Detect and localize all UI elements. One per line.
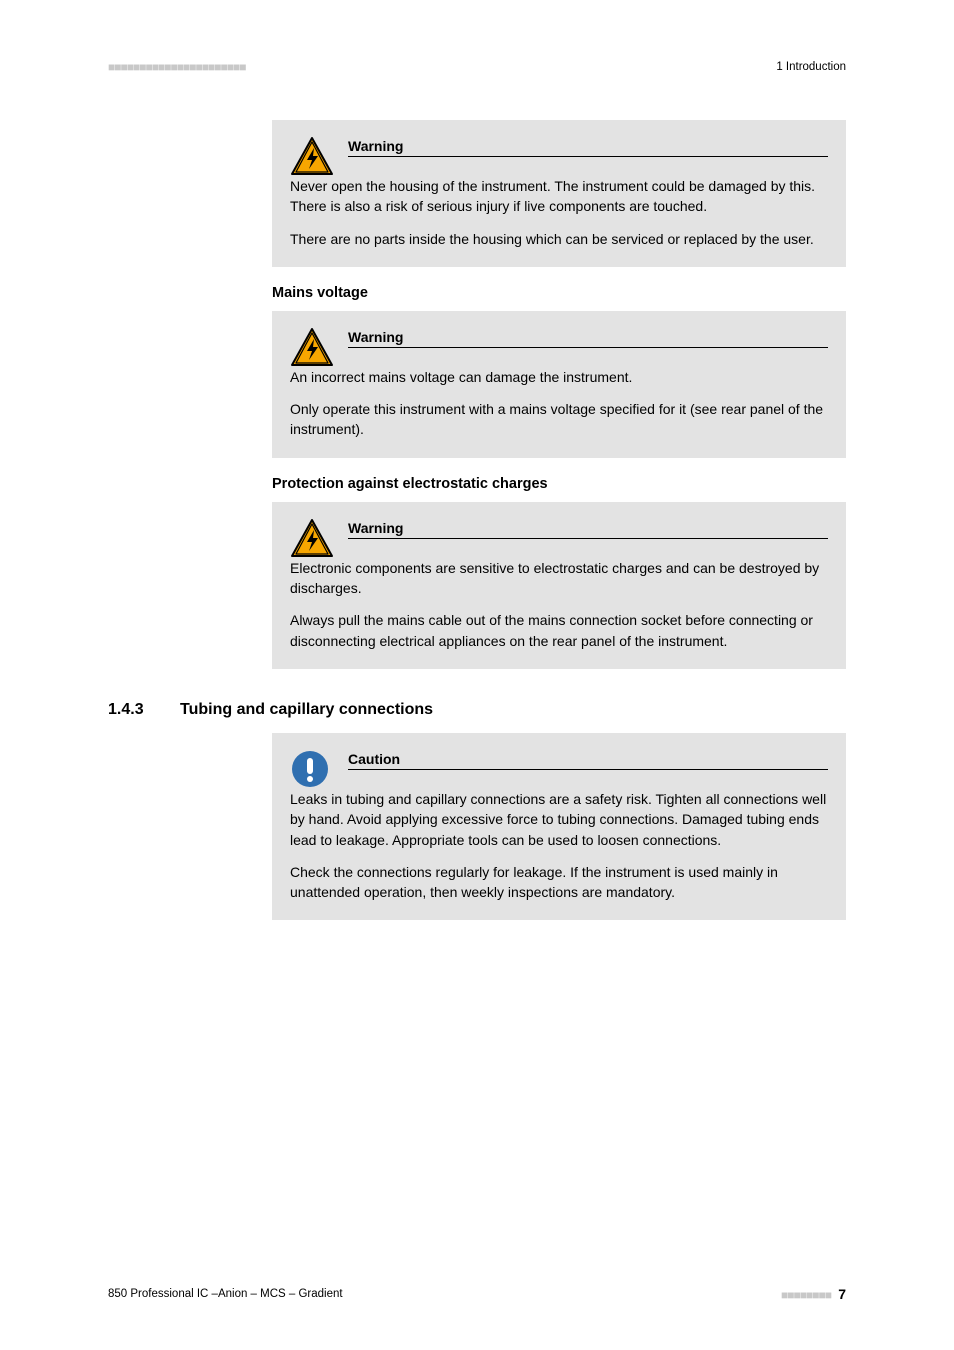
caution-text: Check the connections regularly for leak…: [290, 862, 828, 903]
warning-electrical-icon: [290, 136, 348, 176]
footer-right: ■■■■■■■■ 7: [781, 1286, 846, 1302]
warning-text: Never open the housing of the instrument…: [290, 176, 828, 217]
warning-head: Warning: [290, 136, 828, 176]
subheading-electrostatic: Protection against electrostatic charges: [272, 476, 846, 492]
section-number: 1.4.3: [108, 701, 180, 719]
warning-text: There are no parts inside the housing wh…: [290, 229, 828, 249]
warning-title: Warning: [348, 138, 828, 157]
warning-electrical-icon: [290, 518, 348, 558]
page: ■■■■■■■■■■■■■■■■■■■■■■ 1 Introduction Wa…: [0, 0, 954, 1350]
warning-box-mains: Warning An incorrect mains voltage can d…: [272, 311, 846, 458]
warning-text: An incorrect mains voltage can damage th…: [290, 367, 828, 387]
footer-page-number: 7: [838, 1286, 846, 1302]
warning-box-electrostatic: Warning Electronic components are sensit…: [272, 502, 846, 669]
caution-head: Caution: [290, 749, 828, 789]
subheading-mains-voltage: Mains voltage: [272, 285, 846, 301]
section-title: Tubing and capillary connections: [180, 701, 433, 719]
warning-head: Warning: [290, 327, 828, 367]
footer-dash-decor: ■■■■■■■■: [781, 1288, 831, 1302]
page-footer: 850 Professional IC –Anion – MCS – Gradi…: [108, 1286, 846, 1302]
warning-text: Always pull the mains cable out of the m…: [290, 610, 828, 651]
header-dash-decor: ■■■■■■■■■■■■■■■■■■■■■■: [108, 60, 245, 74]
caution-title: Caution: [348, 751, 828, 770]
caution-box-tubing: Caution Leaks in tubing and capillary co…: [272, 733, 846, 920]
warning-title: Warning: [348, 329, 828, 348]
section-heading: 1.4.3 Tubing and capillary connections: [108, 701, 846, 719]
caution-text: Leaks in tubing and capillary connection…: [290, 789, 828, 850]
page-header: ■■■■■■■■■■■■■■■■■■■■■■ 1 Introduction: [108, 60, 846, 74]
header-chapter: 1 Introduction: [776, 61, 846, 73]
footer-product: 850 Professional IC –Anion – MCS – Gradi…: [108, 1288, 343, 1300]
warning-text: Only operate this instrument with a main…: [290, 399, 828, 440]
warning-title: Warning: [348, 520, 828, 539]
caution-icon: [290, 749, 348, 789]
warning-box-housing: Warning Never open the housing of the in…: [272, 120, 846, 267]
warning-electrical-icon: [290, 327, 348, 367]
warning-head: Warning: [290, 518, 828, 558]
warning-text: Electronic components are sensitive to e…: [290, 558, 828, 599]
